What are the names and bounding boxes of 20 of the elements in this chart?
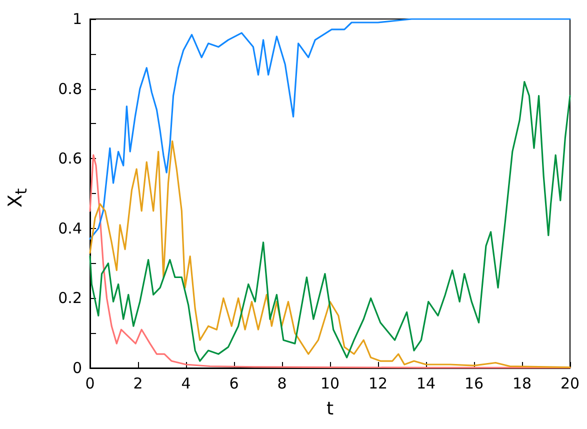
y-tick-label: 0.2	[58, 289, 82, 308]
x-tick-label: 14	[416, 374, 436, 392]
x-tick-label: 6	[229, 374, 239, 392]
x-tick-label: 20	[560, 374, 580, 392]
x-tick-label: 2	[133, 374, 143, 392]
x-tick-label: 12	[368, 374, 388, 392]
x-tick-label: 0	[85, 374, 95, 392]
x-tick-label: 4	[181, 374, 191, 392]
y-tick-label: 0	[72, 359, 82, 377]
x-tick-label: 18	[512, 374, 532, 392]
y-tick-label: 0.4	[58, 219, 82, 238]
line-series	[89, 81, 571, 362]
y-tick-label: 0.8	[58, 80, 82, 98]
x-axis-title: t	[326, 398, 334, 420]
x-tick-label: 10	[320, 374, 340, 392]
line-series	[89, 18, 571, 240]
y-tick-label: 1	[72, 10, 82, 28]
x-tick-label: 8	[277, 374, 287, 392]
x-tick-label: 16	[464, 374, 484, 392]
y-tick-label: 0.6	[58, 150, 82, 168]
